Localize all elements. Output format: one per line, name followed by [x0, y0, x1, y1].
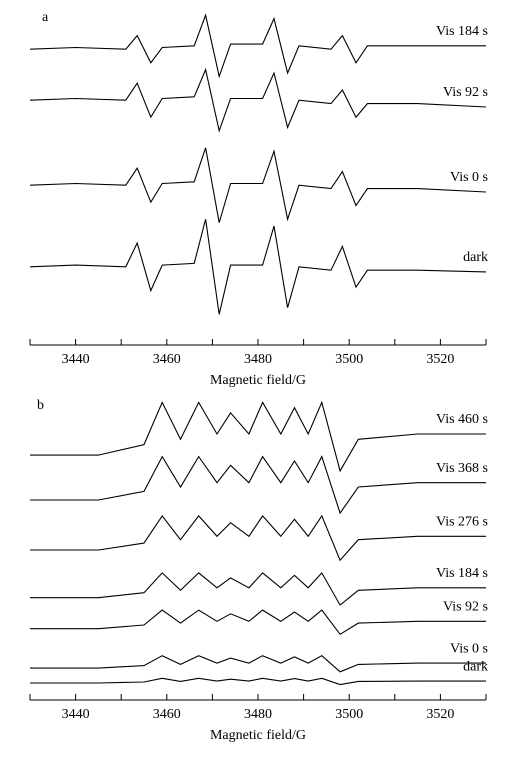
spectrum-line: [29, 13, 486, 79]
spectrum-line: [30, 571, 486, 606]
trace-label: dark: [463, 250, 488, 265]
trace-label: Vis 0 s: [450, 641, 488, 656]
trace-label: Vis 92 s: [443, 85, 488, 100]
x-tick-label: 3520: [426, 352, 454, 367]
x-tick-label: 3460: [153, 707, 181, 722]
trace-label: Vis 184 s: [436, 566, 488, 581]
trace-label: Vis 92 s: [443, 599, 488, 614]
x-axis-title: Magnetic field/G: [210, 373, 306, 388]
trace-label: Vis 368 s: [436, 461, 488, 476]
panel-label: a: [42, 10, 49, 25]
trace-label: Vis 184 s: [436, 24, 488, 39]
spectrum-line: [30, 400, 486, 473]
spectrum-line: [29, 67, 487, 133]
x-tick-label: 3480: [244, 707, 272, 722]
spectrum-line: [30, 455, 486, 515]
x-tick-label: 3440: [62, 352, 90, 367]
trace-label: Vis 276 s: [436, 515, 488, 530]
spectrum-line: [29, 219, 487, 315]
x-tick-label: 3440: [62, 707, 90, 722]
spectrum-line: [30, 514, 486, 562]
x-axis-title: Magnetic field/G: [210, 728, 306, 743]
spectrum-line: [30, 609, 486, 636]
spectrum-line: [29, 147, 487, 223]
panel-label: b: [37, 398, 44, 413]
trace-label: Vis 0 s: [450, 170, 488, 185]
x-tick-label: 3500: [335, 352, 363, 367]
x-tick-label: 3480: [244, 352, 272, 367]
trace-label: dark: [463, 659, 488, 674]
trace-label: Vis 460 s: [436, 412, 488, 427]
x-tick-label: 3460: [153, 352, 181, 367]
spectrum-line: [30, 677, 486, 686]
x-tick-label: 3520: [426, 707, 454, 722]
spectrum-line: [30, 655, 486, 673]
x-tick-label: 3500: [335, 707, 363, 722]
